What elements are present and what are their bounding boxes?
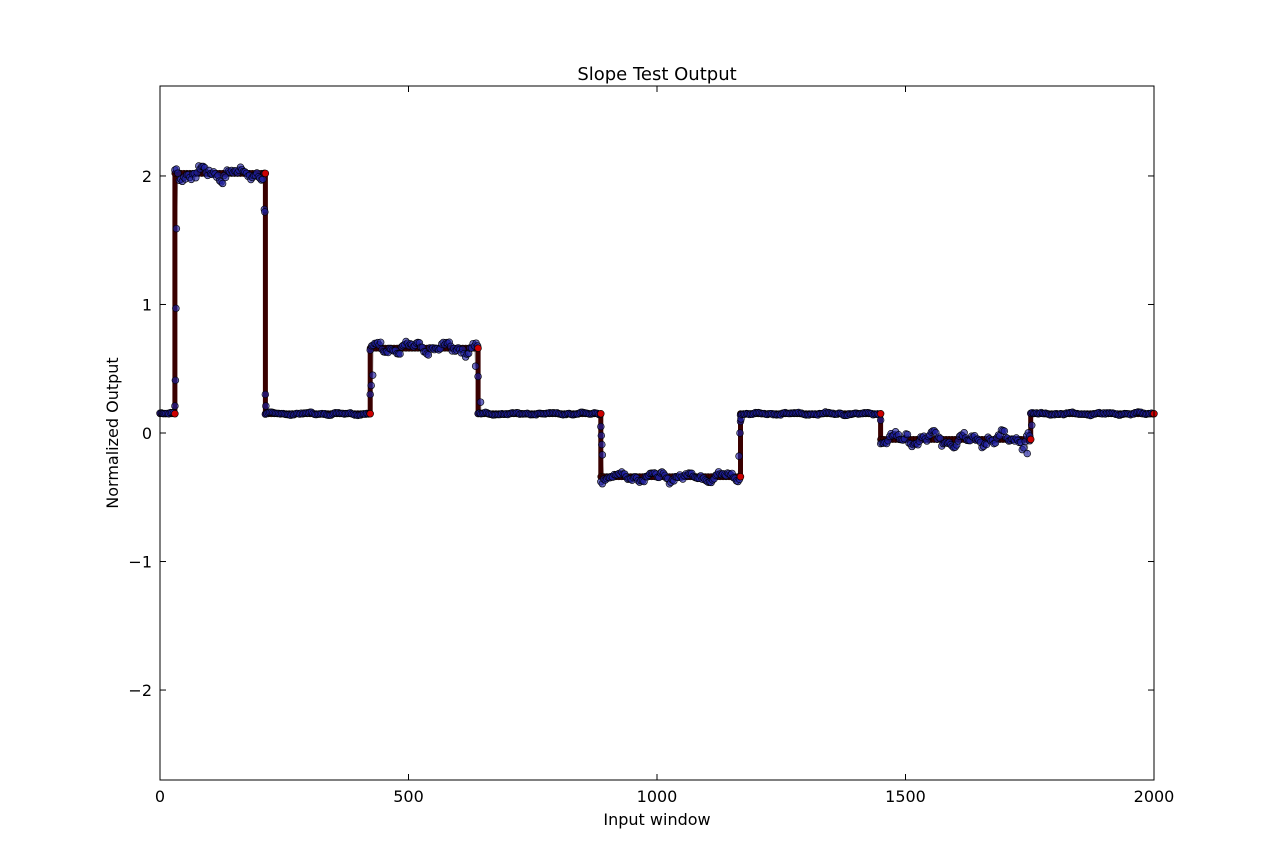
observed-point [424,351,433,359]
plot-area [156,162,1158,488]
observed-point [261,390,270,399]
observed-point [598,440,606,449]
observed-point [367,381,375,390]
observed-point [396,350,404,358]
observed-point [471,362,480,370]
breakpoint-marker [736,472,745,481]
observed-point [597,431,606,440]
x-tick-label: 1500 [885,787,926,806]
observed-point [221,173,230,182]
observed-point [474,372,482,381]
y-axis-label: Normalized Output [103,357,122,508]
y-tick-label: 0 [142,424,152,443]
x-tick-label: 1000 [637,787,678,806]
y-tick-label: 1 [142,295,152,314]
observed-point [174,169,182,177]
x-tick-label: 2000 [1134,787,1175,806]
observed-point [735,452,743,460]
observed-point [1028,421,1036,429]
observed-point [597,422,605,431]
observed-point [172,224,181,233]
observed-point [218,179,227,188]
observed-point [369,371,377,379]
y-tick-label: −1 [128,553,152,572]
breakpoint-marker [261,169,270,178]
breakpoint-marker [474,344,482,352]
observed-point [262,402,270,410]
observed-point [1023,449,1031,458]
x-axis-label: Input window [603,810,710,829]
observed-point [736,429,744,437]
y-tick-label: 2 [142,167,152,186]
observed-point [261,208,269,216]
breakpoint-marker [876,410,885,418]
breakpoint-marker [1027,435,1035,444]
observed-point [476,398,485,406]
observed-point [1000,427,1009,435]
breakpoint-marker [171,410,179,418]
breakpoint-marker [597,410,605,418]
observed-point [876,416,885,424]
observed-point [376,338,385,347]
x-tick-label: 500 [393,787,424,806]
observed-point [171,402,179,410]
observed-point [366,390,374,399]
y-tick-label: −2 [128,681,152,700]
observed-point [171,376,180,385]
breakpoint-marker [366,410,374,418]
axis-ticks: 0 500 1000 1500 2000 −2 −1 0 1 2 [128,86,1174,806]
x-tick-label: 0 [155,787,165,806]
observed-point [903,430,912,439]
observed-point [598,451,607,459]
observed-point [172,304,180,313]
chart-title: Slope Test Output [577,64,736,85]
